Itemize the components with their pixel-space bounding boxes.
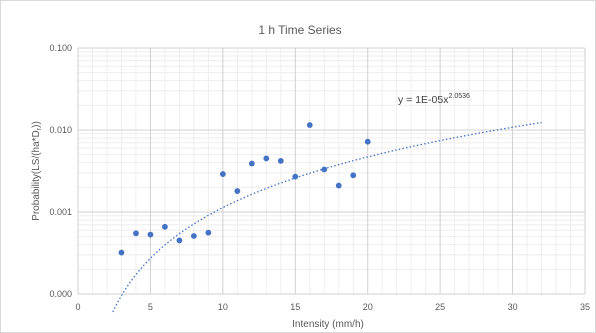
y-axis-label-main: Probability(LS/(ha*D <box>31 130 42 221</box>
y-tick-label: 0.010 <box>49 125 72 135</box>
data-point <box>219 171 226 177</box>
x-axis-label: Intensity (mm/h) <box>292 319 364 330</box>
data-point <box>176 237 183 244</box>
power-trendline <box>112 121 542 313</box>
x-tick-label: 35 <box>580 302 590 312</box>
data-point <box>190 233 197 239</box>
data-point <box>335 182 342 189</box>
x-tick-label: 30 <box>508 302 518 312</box>
x-tick-label: 20 <box>363 302 373 312</box>
y-tick-label: 0.001 <box>49 207 72 217</box>
data-point <box>162 223 168 230</box>
data-point <box>277 157 284 164</box>
data-point <box>350 172 357 179</box>
trendline-equation-base: y = 1E-05x <box>398 94 449 106</box>
x-tick-label: 5 <box>148 302 153 312</box>
data-point <box>364 138 371 145</box>
data-points <box>118 122 371 256</box>
x-axis-tick-labels: 0 5 10 15 20 25 30 35 <box>75 302 590 312</box>
trendline-equation-exponent: 2.0536 <box>449 93 471 100</box>
data-point <box>306 122 313 128</box>
x-tick-label: 25 <box>435 302 445 312</box>
data-point <box>263 155 270 162</box>
minor-gridlines <box>78 48 585 294</box>
y-axis-label-tail: )) <box>31 121 42 128</box>
y-axis-label: Probability(LS/(ha*Dr)) <box>31 121 43 221</box>
x-tick-label: 15 <box>290 302 300 312</box>
y-tick-label: 0.100 <box>49 43 72 53</box>
data-point <box>205 229 212 236</box>
y-tick-label: 0.000 <box>49 289 72 299</box>
chart-title: 1 h Time Series <box>258 23 341 37</box>
data-point <box>248 160 255 167</box>
data-point <box>118 249 125 256</box>
data-point <box>292 173 299 180</box>
data-point <box>147 231 154 238</box>
data-point <box>321 166 328 173</box>
y-axis-tick-labels: 0.000 0.001 0.010 0.100 <box>49 43 72 299</box>
trendline-equation: y = 1E-05x2.0536 <box>398 93 470 106</box>
y-axis-label-subscript: r <box>36 127 43 130</box>
x-tick-label: 10 <box>218 302 228 312</box>
data-point <box>133 230 139 237</box>
data-point <box>234 188 241 194</box>
x-tick-label: 0 <box>75 302 80 312</box>
major-gridlines <box>77 47 586 295</box>
